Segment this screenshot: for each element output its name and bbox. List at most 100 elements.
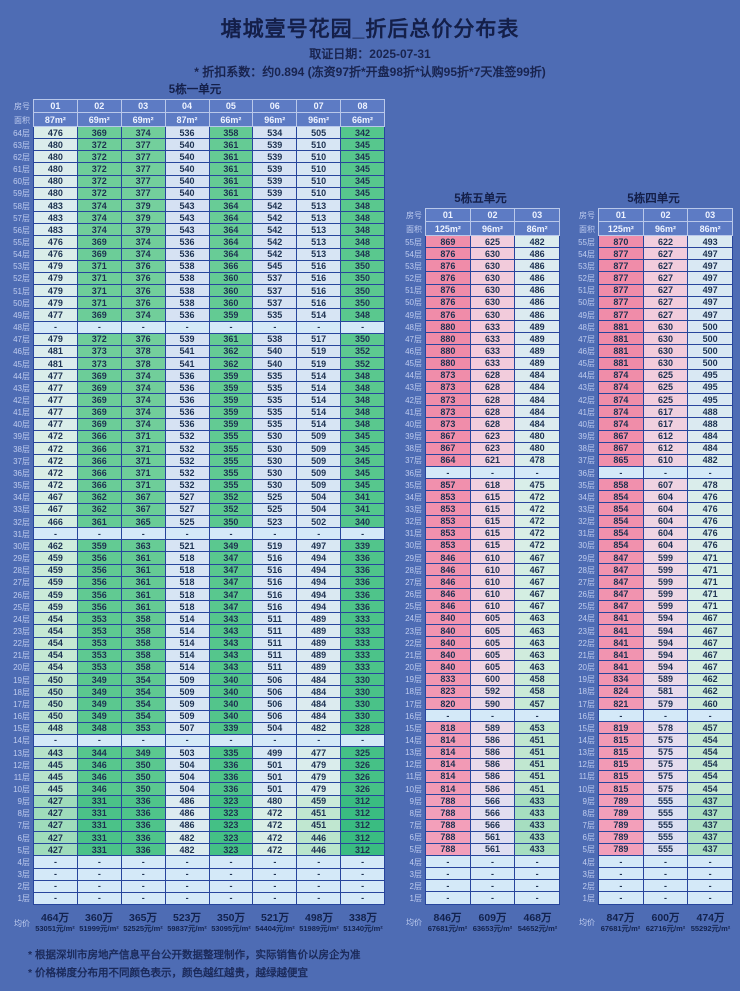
price-cell: 350 <box>341 333 385 346</box>
price-cell: 437 <box>688 843 734 856</box>
price-cell: 628 <box>470 406 516 419</box>
price-cell: 437 <box>688 795 734 808</box>
price-cell: 483 <box>34 199 78 213</box>
price-cell: - <box>341 880 385 893</box>
price-cell: 513 <box>297 199 342 213</box>
price-cell: 482 <box>297 722 342 735</box>
price-cell: 575 <box>643 783 689 796</box>
price-cell: 356 <box>77 552 122 565</box>
price-cell: 472 <box>34 430 78 444</box>
price-cell: - <box>426 892 471 905</box>
table-row: 9层 427 331 336 486 323 480 459 312 <box>5 795 385 808</box>
price-cell: 486 <box>515 284 561 297</box>
table-row: 4层 - - - - - - - - <box>5 856 385 869</box>
price-cell: 840 <box>426 661 471 674</box>
price-cell: - <box>297 856 342 869</box>
price-cell: 350 <box>341 285 385 298</box>
table-row: 20层 454 353 358 514 343 511 489 333 <box>5 661 385 675</box>
table-row: 28层 847 599 471 <box>574 564 734 577</box>
price-cell: 374 <box>121 406 166 419</box>
footnotes: * 根据深圳市房地产信息平台公开数据整理制作，实际销售价以房企为准 * 价格梯度… <box>28 946 361 982</box>
price-cell: - <box>121 321 166 334</box>
price-cell: 501 <box>253 771 298 784</box>
price-cell: 336 <box>209 771 254 784</box>
table-row: 房号 01 02 03 <box>401 208 561 222</box>
price-cell: - <box>515 855 561 869</box>
price-cell: 354 <box>121 710 166 723</box>
price-cell: 467 <box>515 552 561 565</box>
price-cell: 374 <box>77 224 122 237</box>
price-cell: 371 <box>121 479 166 492</box>
table-row: 37层 865 610 482 <box>574 454 734 467</box>
table-row: 21层 454 353 358 514 343 511 489 333 <box>5 649 385 662</box>
average-price-row: 均价 846万 67681元/m² 609万 63653元/m² 468万 54652元/m… <box>401 907 560 939</box>
table-row: 19层 450 349 354 509 340 506 484 330 <box>5 674 385 687</box>
price-cell: 589 <box>643 673 689 686</box>
price-cell: 484 <box>297 698 342 711</box>
price-cell: 618 <box>470 479 516 492</box>
price-cell: 374 <box>121 370 166 383</box>
price-cell: 518 <box>165 552 210 565</box>
floor-label: 31层 <box>13 529 30 539</box>
floor-label: 49层 <box>405 310 422 320</box>
price-cell: 511 <box>253 649 298 662</box>
price-cell: 847 <box>599 588 644 601</box>
floor-label: 46层 <box>578 346 595 356</box>
room-number-header: 02 <box>77 99 122 113</box>
price-cell: 627 <box>643 308 689 322</box>
floor-label: 40层 <box>405 419 422 429</box>
price-cell: 376 <box>121 260 166 273</box>
price-cell: 451 <box>515 758 561 771</box>
price-cell: 480 <box>515 442 561 455</box>
avg-price-cell: 498万 51989元/m² <box>297 907 341 939</box>
price-cell: 358 <box>121 613 166 626</box>
price-cell: 345 <box>341 163 385 176</box>
price-cell: 371 <box>121 443 166 456</box>
price-cell: 339 <box>341 540 385 553</box>
price-cell: 536 <box>165 418 210 431</box>
table-row: 34层 467 362 367 527 352 525 504 341 <box>5 491 385 504</box>
price-cell: 566 <box>470 819 516 832</box>
price-cell: 333 <box>341 649 385 662</box>
price-cell: 454 <box>34 637 78 650</box>
price-cell: 628 <box>470 418 516 431</box>
floor-label: 54层 <box>578 249 595 259</box>
price-cell: 489 <box>515 333 561 346</box>
floor-label: 16层 <box>578 711 595 721</box>
price-cell: 347 <box>209 576 254 589</box>
floor-label: 51层 <box>578 286 595 296</box>
table-row: 52层 479 371 376 538 360 537 516 350 <box>5 272 385 286</box>
price-cell: 340 <box>209 686 254 699</box>
price-cell: 326 <box>341 783 385 796</box>
table-row: 1层 - - - <box>574 892 734 905</box>
price-cell: 480 <box>515 430 561 443</box>
price-cell: 312 <box>341 844 385 857</box>
table-row: 25层 459 356 361 518 347 516 494 336 <box>5 601 385 614</box>
price-cell: 514 <box>297 418 342 431</box>
floor-label: 22层 <box>13 639 30 649</box>
floor-label: 14层 <box>578 735 595 745</box>
price-cell: 824 <box>599 685 644 698</box>
price-cell: 372 <box>77 187 122 200</box>
floor-label: 46层 <box>13 347 30 357</box>
price-cell: 433 <box>515 831 561 844</box>
table-row: 55层 476 369 374 536 364 542 513 348 <box>5 236 385 249</box>
price-cell: 814 <box>426 746 471 759</box>
price-cell: 451 <box>515 746 561 759</box>
price-cell: 516 <box>253 576 298 589</box>
floor-label: 35层 <box>405 480 422 490</box>
price-cell: 349 <box>77 710 122 723</box>
price-cell: 630 <box>470 248 516 261</box>
price-cell: 479 <box>297 759 342 772</box>
area-header: 86m² <box>515 222 561 236</box>
price-cell: 495 <box>688 381 734 395</box>
floor-label: 57层 <box>13 213 30 223</box>
floor-label: 31层 <box>578 529 595 539</box>
price-cell: 467 <box>688 649 734 662</box>
price-cell: 331 <box>77 844 122 857</box>
price-cell: 369 <box>77 309 122 322</box>
table-row: 42层 874 625 495 <box>574 394 734 407</box>
price-cell: - <box>688 710 734 723</box>
price-cell: 538 <box>253 333 298 346</box>
price-cell: 615 <box>470 527 516 540</box>
